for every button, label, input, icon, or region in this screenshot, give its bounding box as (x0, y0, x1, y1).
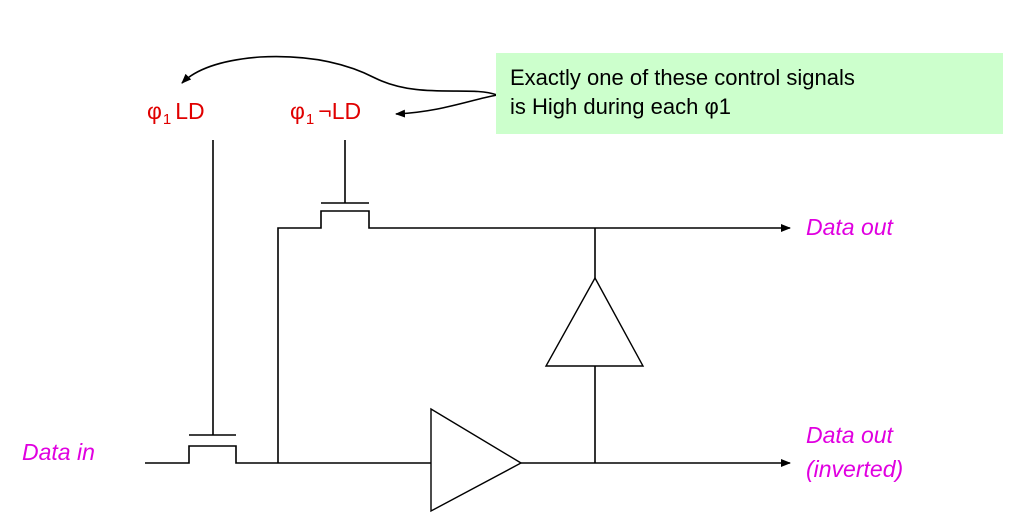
data-out-inverted-label-line-1: Data out (806, 422, 893, 448)
ld-signal-label: φ1 LD (147, 98, 205, 128)
forward-inverter (430, 407, 523, 513)
not-ld-phi: φ (290, 98, 305, 124)
ld-phi: φ (147, 98, 162, 124)
ld-subscript: 1 (162, 111, 172, 128)
data-out-inverted-label-line-2: (inverted) (806, 456, 904, 482)
not-ld-signal-label: φ1 ¬LD (290, 98, 362, 128)
feedback-buffer (544, 276, 645, 367)
note-line-1: Exactly one of these control signals (510, 65, 855, 90)
callout-arrow-to-ld (181, 55, 498, 96)
callout-arrow-to-not-ld (395, 94, 498, 118)
data-in-label: Data in (22, 439, 95, 465)
input-transistor-channel (145, 445, 278, 464)
control-signal-note: Exactly one of these control signals is … (496, 53, 1003, 134)
data-out-label: Data out (806, 214, 893, 240)
not-ld-text: ¬LD (318, 98, 362, 124)
not-ld-subscript: 1 (305, 111, 315, 128)
note-line-2: is High during each φ1 (510, 94, 731, 119)
feedback-transistor-channel (277, 210, 595, 463)
ld-text: LD (175, 98, 205, 124)
